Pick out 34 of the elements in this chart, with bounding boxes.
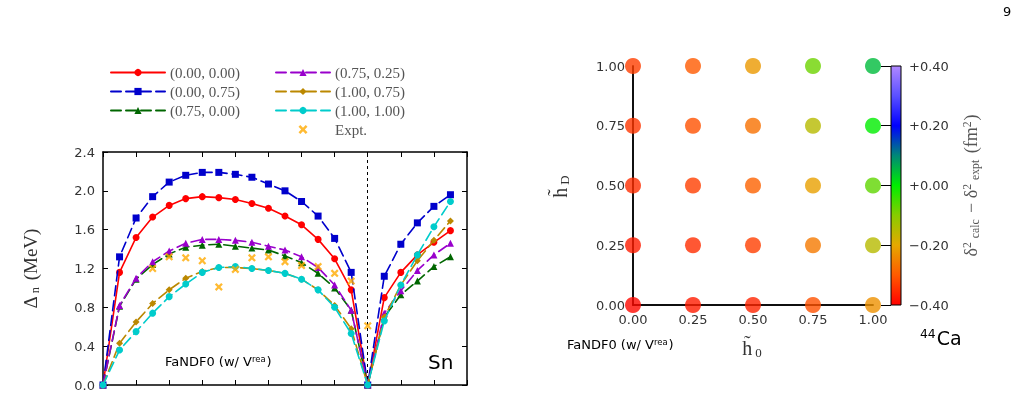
x-tick-label: 0.00: [618, 312, 648, 327]
legend-label: (1.00, 0.75): [335, 83, 405, 101]
x-tick-label: 0.75: [798, 312, 828, 327]
legend-label: (0.00, 0.75): [170, 83, 240, 101]
color-bar-label: −0.40: [909, 297, 949, 313]
y-tick-label: 0.25: [596, 237, 625, 253]
y-tick-label: 0.4: [74, 338, 95, 354]
annotation: Sn: [428, 350, 454, 374]
y-tick-label: 0.8: [74, 299, 95, 315]
y-tick-label: 0.00: [596, 297, 625, 313]
legend-label: (0.75, 0.00): [170, 102, 240, 120]
x-tick-label: 0.25: [678, 312, 708, 327]
legend-label: (0.75, 0.25): [335, 64, 405, 82]
y-tick-label: 0.0: [74, 377, 95, 393]
legend-label: (1.00, 1.00): [335, 102, 405, 120]
y-axis-title: h̃D: [547, 175, 572, 198]
y-tick-label: 0.50: [596, 178, 625, 193]
legend-label: (0.00, 0.00): [170, 64, 240, 82]
y-axis-title: Δn (MeV): [20, 228, 43, 309]
y-tick-label: 2.4: [74, 144, 95, 160]
color-bar-label: +0.40: [909, 58, 949, 74]
x-tick-label: 0.50: [738, 312, 768, 327]
y-tick-label: 2.0: [74, 183, 95, 199]
text: 9: [1003, 4, 1012, 19]
color-bar-label: +0.20: [909, 118, 949, 134]
y-tick-label: 0.75: [596, 118, 625, 134]
text: δ2calc − δ2expt (fm2): [961, 114, 982, 257]
color-bar-label: +0.00: [909, 178, 949, 193]
color-bar-label: −0.20: [909, 237, 949, 253]
legend-label: Expt.: [335, 121, 368, 138]
y-tick-label: 1.6: [74, 222, 95, 238]
x-tick-label: 1.00: [858, 312, 888, 327]
y-tick-label: 1.00: [596, 58, 625, 74]
y-tick-label: 1.2: [74, 261, 95, 276]
